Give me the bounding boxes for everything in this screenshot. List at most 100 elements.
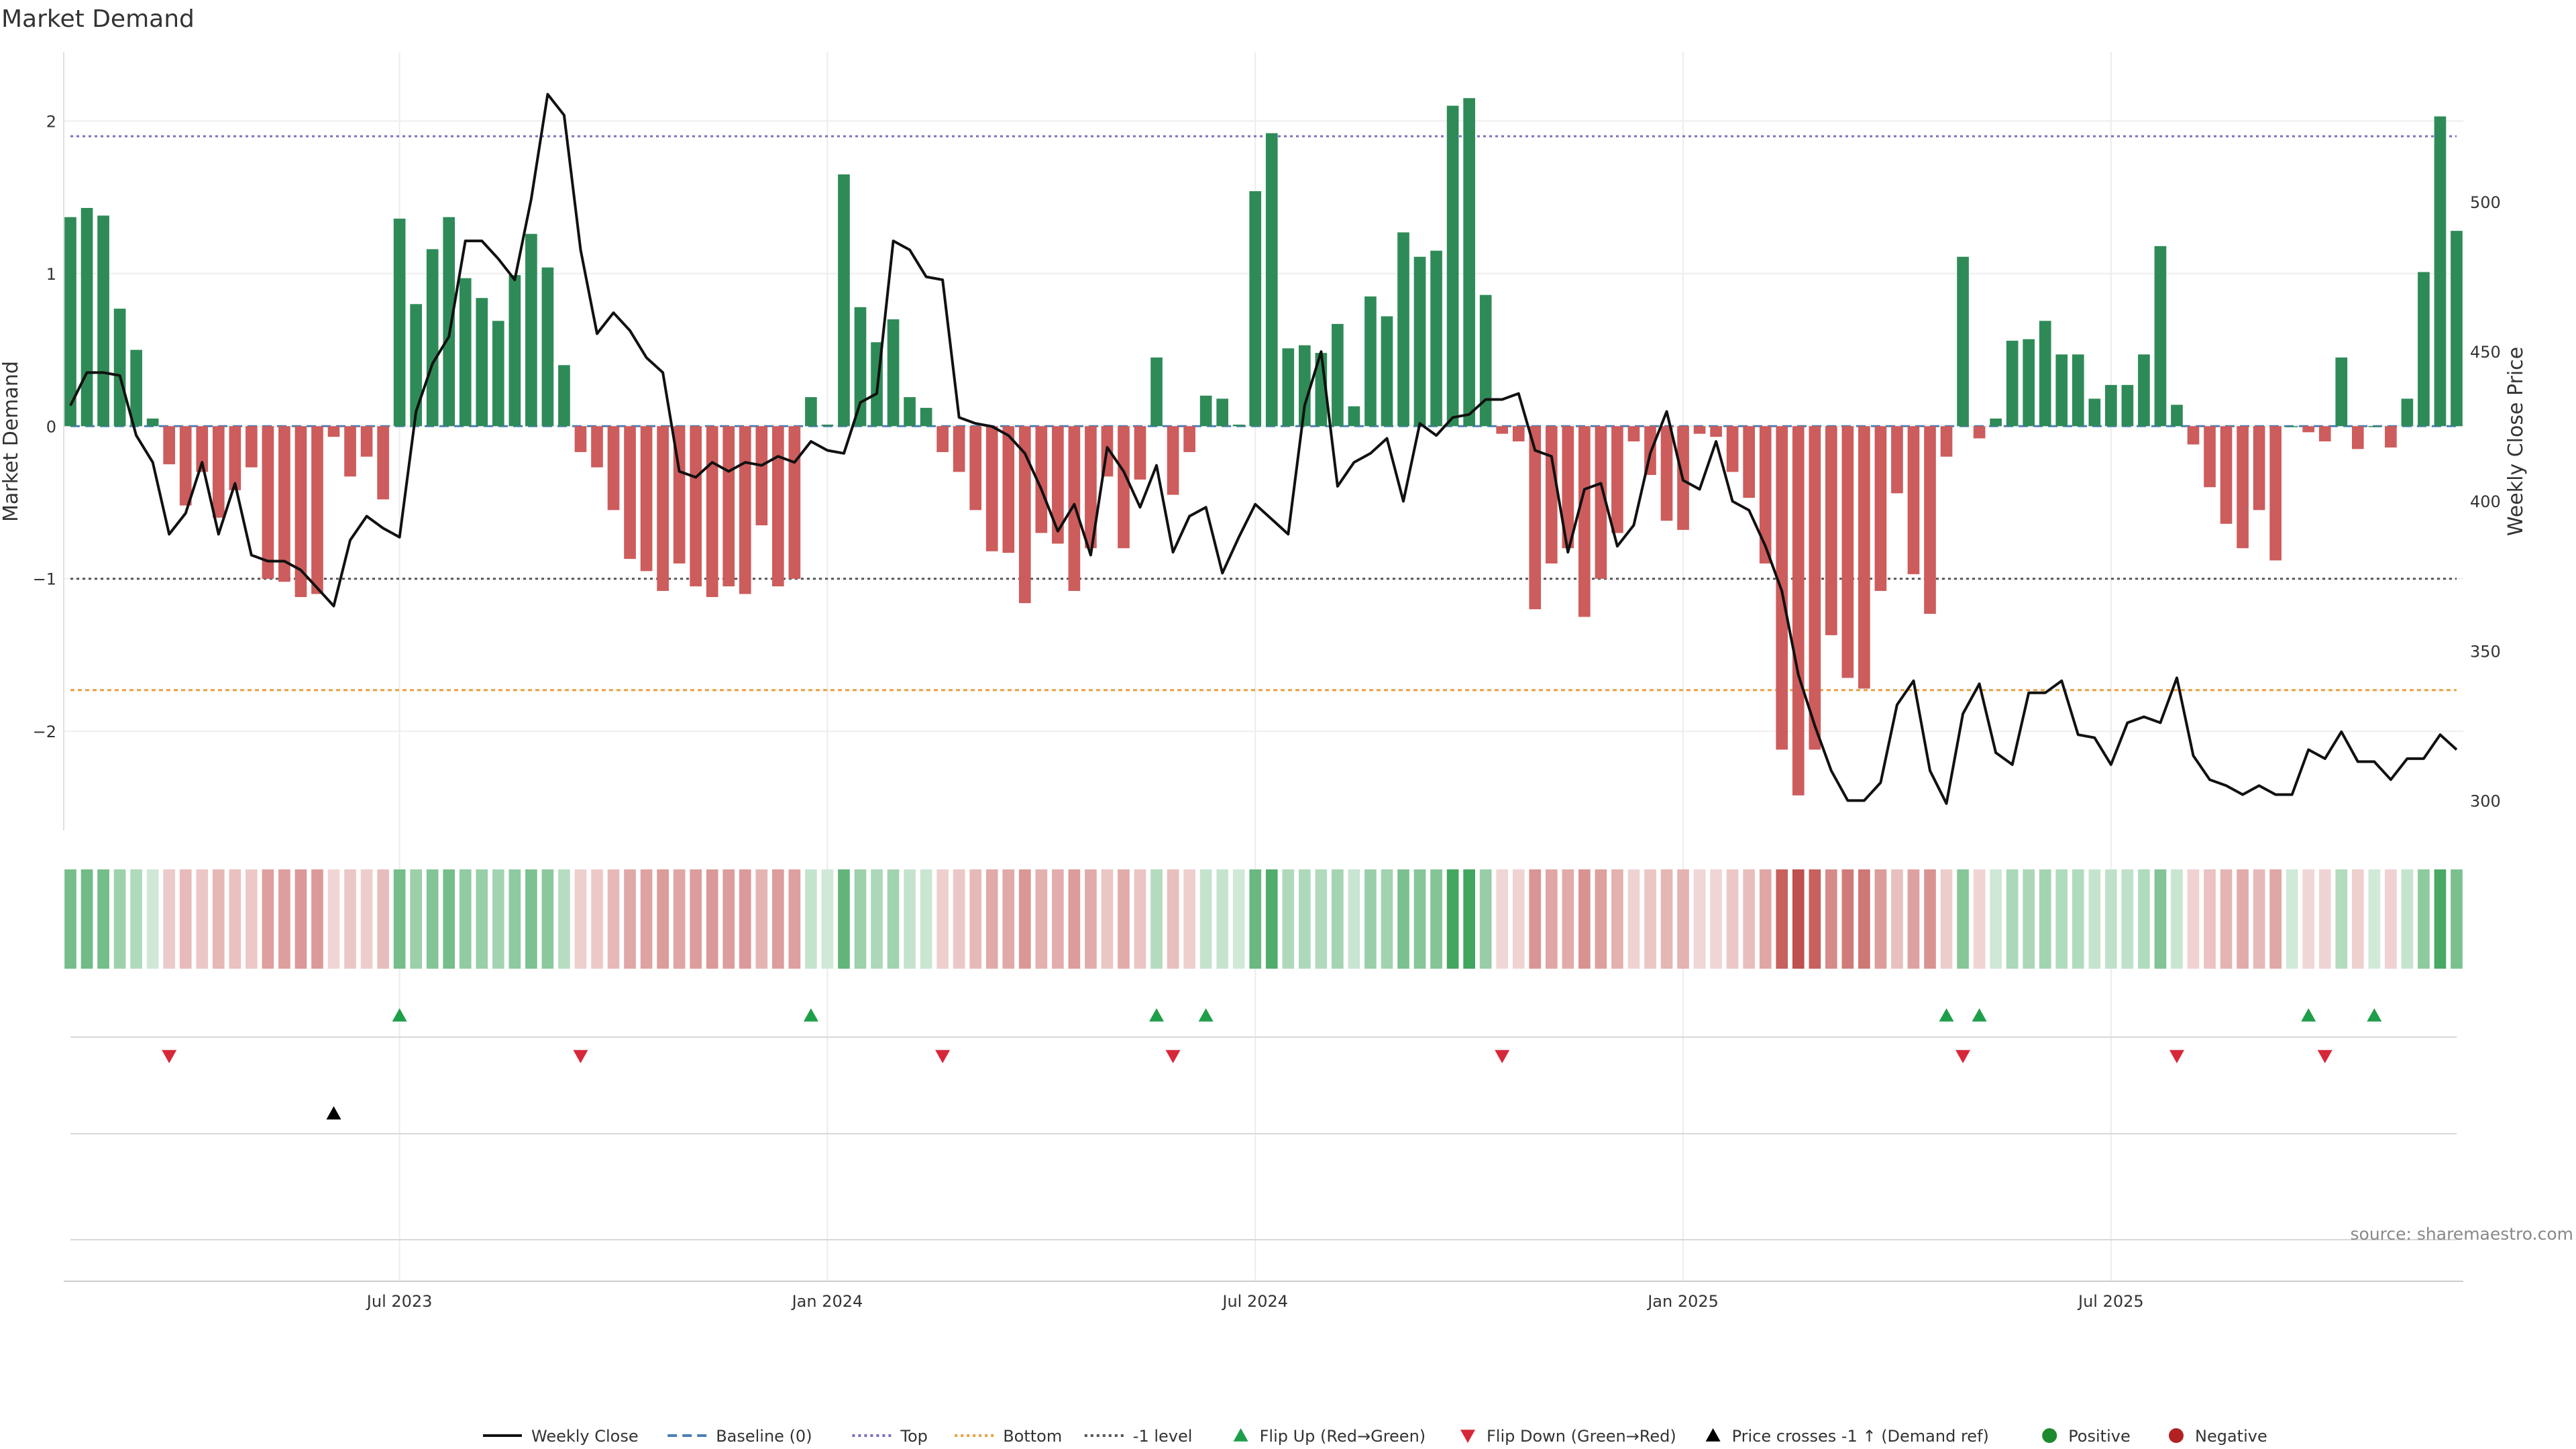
- y-tick-label: 1: [46, 265, 56, 284]
- demand-bar: [1726, 426, 1739, 472]
- y2-tick-label: 400: [2470, 492, 2501, 511]
- demand-bar: [492, 321, 504, 427]
- demand-bar: [426, 249, 439, 427]
- demand-bar: [2187, 426, 2200, 445]
- heat-cell: [772, 869, 784, 969]
- legend-swatch: [2169, 1428, 2184, 1443]
- heat-cell: [591, 869, 603, 969]
- legend-item: Flip Down (Green→Red): [1460, 1427, 1676, 1446]
- heat-cell: [1232, 869, 1245, 969]
- demand-bar: [755, 426, 768, 526]
- flip-down-marker: [1165, 1050, 1181, 1063]
- demand-bar: [1134, 426, 1146, 480]
- demand-bar: [1413, 256, 1426, 427]
- heat-cell: [871, 869, 883, 969]
- demand-bar: [854, 307, 867, 427]
- legend-label: Negative: [2195, 1427, 2267, 1446]
- demand-bar: [2237, 426, 2249, 549]
- heat-cell: [887, 869, 900, 969]
- heat-cell: [1891, 869, 1903, 969]
- y-axis-label: Market Demand: [0, 361, 23, 522]
- demand-bar: [2023, 339, 2035, 427]
- demand-bar: [1199, 395, 1212, 427]
- flip-up-marker: [1198, 1008, 1214, 1022]
- heat-cell: [2204, 869, 2216, 969]
- demand-bar: [739, 426, 751, 594]
- demand-bar: [2220, 426, 2233, 524]
- demand-bar: [1446, 105, 1459, 427]
- heat-cell: [410, 869, 422, 969]
- heat-cell: [936, 869, 949, 969]
- x-tick-label: Jan 2024: [791, 1292, 863, 1311]
- demand-bar: [229, 426, 241, 490]
- demand-bar: [838, 174, 850, 427]
- demand-bar: [2154, 246, 2167, 427]
- demand-bar: [459, 278, 472, 427]
- demand-bar: [1052, 426, 1064, 544]
- demand-bar: [821, 424, 834, 427]
- heat-cell: [2072, 869, 2084, 969]
- demand-bar: [2039, 321, 2051, 427]
- heat-cell: [1463, 869, 1475, 969]
- demand-bar: [2171, 405, 2183, 427]
- demand-bar: [1298, 345, 1311, 427]
- heat-cell: [1529, 869, 1542, 969]
- demand-bar: [2401, 398, 2414, 427]
- heat-cell: [212, 869, 225, 969]
- heat-cell: [607, 869, 620, 969]
- heat-cell: [2451, 869, 2463, 969]
- heat-cell: [920, 869, 932, 969]
- heat-cell: [1841, 869, 1854, 969]
- legend-item: Baseline (0): [667, 1427, 812, 1446]
- y2-tick-label: 300: [2470, 792, 2501, 810]
- heat-cell: [1710, 869, 1722, 969]
- demand-bar: [327, 426, 340, 437]
- demand-bar: [262, 426, 274, 579]
- heat-cell: [1990, 869, 2002, 969]
- heat-cell: [1381, 869, 1393, 969]
- weekly-close-series: [69, 93, 2458, 805]
- legend-swatch: [1233, 1428, 1248, 1442]
- demand-bar: [1710, 426, 1722, 437]
- x-tick-label: Jan 2025: [1646, 1292, 1719, 1311]
- demand-bar: [1512, 426, 1525, 441]
- heat-cell: [163, 869, 176, 969]
- heat-cell: [1792, 869, 1805, 969]
- heat-cell: [541, 869, 554, 969]
- source-note: source: sharemaestro.com: [2351, 1224, 2574, 1244]
- x-axis: Jul 2023 Jan 2024 Jul 2024 Jan 2025 Jul 2025: [64, 1281, 2463, 1311]
- demand-bar: [706, 426, 718, 597]
- heat-cell: [2434, 869, 2447, 969]
- demand-bar: [1660, 426, 1673, 521]
- demand-bar: [2269, 426, 2282, 561]
- weekly-close-line: [69, 93, 2458, 805]
- heat-cell: [1759, 869, 1772, 969]
- x-tick-label: Jul 2025: [2077, 1292, 2144, 1311]
- demand-bar: [476, 298, 488, 427]
- heat-cell: [2154, 869, 2167, 969]
- heat-cell: [229, 869, 241, 969]
- demand-bar: [1957, 256, 1969, 427]
- legend-swatch: [1460, 1430, 1475, 1443]
- flip-down-marker: [935, 1050, 951, 1063]
- demand-bar: [1627, 426, 1640, 441]
- heat-cell: [1825, 869, 1837, 969]
- legend-item: -1 level: [1084, 1427, 1192, 1446]
- demand-bar: [1118, 426, 1130, 549]
- heat-cell: [1809, 869, 1821, 969]
- heat-cell: [2187, 869, 2200, 969]
- legend-item: Top: [852, 1427, 928, 1446]
- heat-cell: [311, 869, 323, 969]
- heat-cell: [1957, 869, 1969, 969]
- demand-bar: [1809, 426, 1821, 750]
- demand-bar: [1562, 426, 1574, 549]
- demand-bar: [80, 208, 93, 427]
- demand-bar: [2088, 398, 2101, 427]
- demand-bar: [722, 426, 735, 587]
- legend-label: Baseline (0): [716, 1427, 812, 1446]
- legend-swatch: [1705, 1428, 1721, 1442]
- heat-cell: [2237, 869, 2249, 969]
- demand-bar: [1183, 426, 1195, 452]
- demand-bar: [1940, 426, 1953, 457]
- heat-cell: [821, 869, 834, 969]
